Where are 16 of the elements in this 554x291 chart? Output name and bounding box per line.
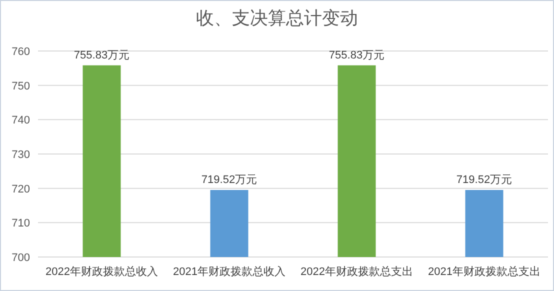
data-label: 755.83万元 <box>74 49 130 62</box>
y-tick-label: 700 <box>12 252 30 264</box>
data-label: 719.52万元 <box>456 174 512 186</box>
y-tick-label: 710 <box>12 218 30 230</box>
x-tick-label: 2022年财政拨款总支出 <box>300 265 413 278</box>
x-tick-label: 2021年财政拨款总收入 <box>173 265 286 278</box>
data-label: 719.52万元 <box>201 174 258 186</box>
y-tick-label: 730 <box>12 149 30 161</box>
x-tick-label: 2022年财政拨款总收入 <box>46 265 158 278</box>
x-tick-label: 2021年财政拨款总支出 <box>428 265 540 278</box>
y-tick-label: 750 <box>12 80 30 92</box>
data-label: 755.83万元 <box>328 49 385 62</box>
y-tick-label: 760 <box>12 46 30 58</box>
y-tick-label: 720 <box>12 183 30 196</box>
chart-title: 收、支决算总计变动 <box>196 8 358 28</box>
y-tick-label: 740 <box>12 114 30 127</box>
